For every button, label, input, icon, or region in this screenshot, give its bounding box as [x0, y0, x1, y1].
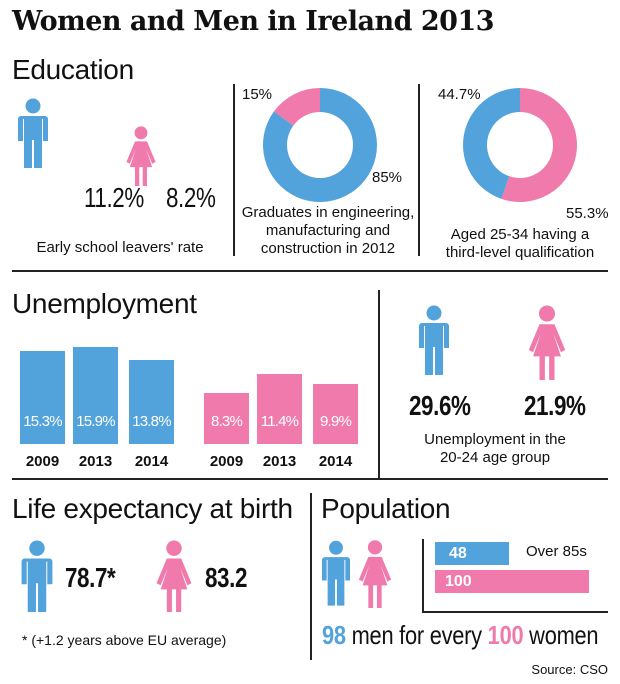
- divider: [12, 478, 608, 480]
- bar-women-2013: 11.4%: [257, 374, 302, 444]
- axis-line: [422, 611, 608, 613]
- age-group-caption-line: Unemployment in the: [424, 431, 566, 448]
- man-icon: [419, 305, 449, 375]
- life-expectancy-heading: Life expectancy at birth: [12, 493, 293, 524]
- bar-value-label: 100: [445, 573, 472, 590]
- bar-value-label: 13.8%: [132, 412, 171, 430]
- bar-women-2014: 9.9%: [313, 383, 358, 444]
- axis-line: [422, 539, 424, 613]
- bar-value-label: 8.3%: [211, 412, 243, 430]
- men-ratio-number: 98: [322, 620, 346, 650]
- life-note: * (+1.2 years above EU average): [22, 632, 227, 648]
- men-slice: [463, 88, 520, 199]
- bar-value-label: 15.9%: [76, 412, 115, 430]
- graduates-caption-line: Graduates in engineering,: [241, 204, 415, 221]
- bar-over85-men: 48: [435, 542, 509, 565]
- woman-icon: [358, 540, 392, 608]
- bar-value-label: 48: [449, 545, 467, 562]
- age-group-men-value: 29.6%: [409, 390, 471, 421]
- early-leavers-caption: Early school leavers' rate: [36, 239, 204, 256]
- divider: [233, 84, 235, 256]
- man-icon: [322, 540, 350, 606]
- women-slice: [273, 88, 320, 126]
- year-label: 2013: [78, 453, 113, 470]
- third-level-donut: [463, 88, 577, 202]
- year-label: 2013: [262, 453, 297, 470]
- age-group-caption-line: 20-24 age group: [439, 449, 551, 466]
- graduates-women-label: 15%: [242, 86, 273, 103]
- population-ratio: 98 men for every 100 women: [322, 620, 599, 650]
- divider: [418, 84, 420, 256]
- ratio-text: women: [523, 620, 599, 650]
- graduates-donut: [263, 87, 377, 202]
- bar-men-2014: 13.8%: [129, 359, 174, 444]
- divider: [310, 493, 312, 660]
- graduates-men-label: 85%: [372, 169, 403, 186]
- education-heading: Education: [12, 54, 134, 85]
- year-label: 2014: [134, 453, 169, 470]
- age-group-women-value: 21.9%: [524, 390, 586, 421]
- population-heading: Population: [321, 493, 451, 524]
- woman-icon: [528, 305, 566, 380]
- early-leavers-men-value: 11.2%: [84, 182, 144, 213]
- graduates-caption-line: manufacturing and: [265, 222, 391, 239]
- men-slice: [263, 87, 377, 202]
- woman-icon: [126, 126, 156, 186]
- man-icon: [21, 540, 53, 612]
- source-note: Source: CSO: [531, 662, 608, 677]
- third-level-caption-line: third-level qualification: [445, 244, 595, 261]
- bar-men-2009: 15.3%: [20, 350, 65, 444]
- woman-icon: [156, 540, 192, 612]
- divider: [378, 290, 380, 478]
- third-level-women-label: 55.3%: [566, 205, 609, 222]
- over85-label: Over 85s: [526, 543, 587, 560]
- bar-value-label: 9.9%: [320, 412, 352, 430]
- unemployment-heading: Unemployment: [12, 288, 197, 319]
- life-women-value: 83.2: [205, 562, 247, 593]
- graduates-caption-line: construction in 2012: [260, 240, 396, 257]
- page-title: Women and Men in Ireland 2013: [12, 6, 495, 37]
- year-label: 2014: [318, 453, 353, 470]
- bar-men-2013: 15.9%: [73, 347, 118, 444]
- women-slice: [501, 88, 577, 202]
- man-icon: [18, 98, 48, 168]
- divider: [12, 270, 608, 272]
- third-level-men-label: 44.7%: [438, 86, 481, 103]
- third-level-caption-line: Aged 25-34 having a: [450, 226, 590, 243]
- ratio-text: men for every: [345, 620, 488, 650]
- women-ratio-number: 100: [487, 620, 524, 650]
- life-men-value: 78.7*: [65, 562, 116, 593]
- bar-value-label: 15.3%: [23, 412, 62, 430]
- bar-women-2009: 8.3%: [204, 393, 249, 444]
- year-label: 2009: [209, 453, 244, 470]
- bar-value-label: 11.4%: [260, 412, 299, 430]
- year-label: 2009: [25, 453, 60, 470]
- early-leavers-women-value: 8.2%: [166, 182, 216, 213]
- bar-over85-women: 100: [435, 570, 589, 593]
